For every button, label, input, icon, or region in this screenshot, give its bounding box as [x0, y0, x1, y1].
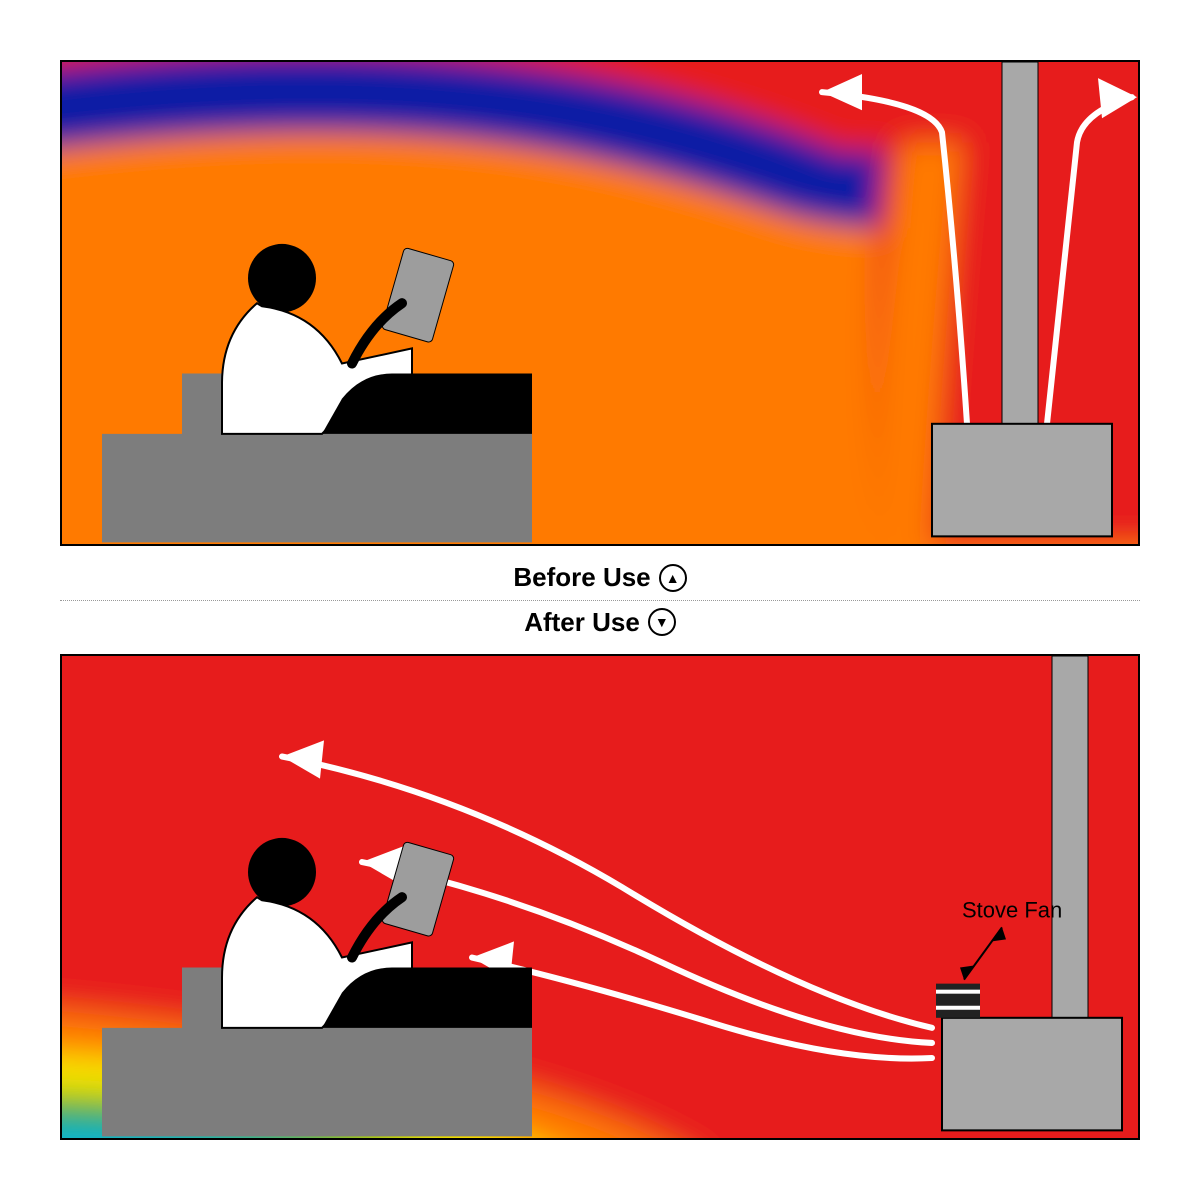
- stove-fan-icon: [936, 983, 980, 1017]
- label-strip: Before Use ▲ After Use ▼: [60, 546, 1140, 653]
- up-arrow-icon: ▲: [659, 564, 687, 592]
- down-arrow-icon: ▼: [648, 608, 676, 636]
- person-silhouette: [222, 244, 532, 434]
- before-scene: [62, 62, 1138, 544]
- after-label: After Use: [524, 605, 640, 640]
- after-panel: Stove Fan: [60, 654, 1140, 1140]
- before-label: Before Use: [513, 560, 650, 595]
- stove-fan-callout: Stove Fan: [960, 897, 1062, 979]
- stove-fan-label: Stove Fan: [962, 897, 1062, 922]
- before-panel: [60, 60, 1140, 546]
- before-label-row: Before Use ▲: [60, 560, 1140, 595]
- label-divider: [60, 600, 1140, 601]
- after-scene: Stove Fan: [62, 656, 1138, 1138]
- after-label-row: After Use ▼: [60, 605, 1140, 640]
